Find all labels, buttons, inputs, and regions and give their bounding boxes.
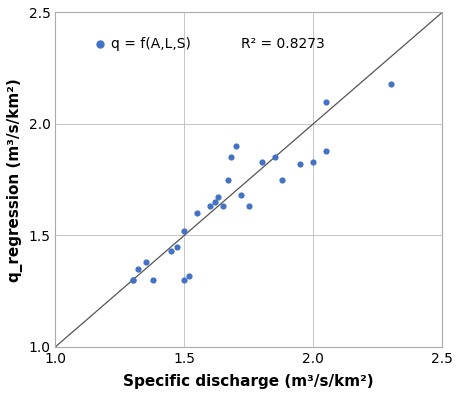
Point [211, 199, 218, 205]
Point [149, 277, 157, 283]
Point [386, 81, 393, 87]
Text: q = f(A,L,S): q = f(A,L,S) [111, 37, 191, 51]
Point [309, 159, 316, 165]
Point [237, 192, 244, 198]
Point [245, 203, 252, 209]
Point [206, 203, 213, 209]
Point [270, 154, 278, 160]
Point [322, 147, 329, 154]
Point [142, 259, 149, 265]
Point [278, 177, 285, 183]
Point [134, 266, 141, 272]
Point [219, 203, 226, 209]
Text: R² = 0.8273: R² = 0.8273 [241, 37, 324, 51]
Y-axis label: q_regression (m³/s/km²): q_regression (m³/s/km²) [7, 78, 23, 282]
Point [232, 143, 239, 149]
Point [227, 154, 234, 160]
Point [322, 99, 329, 105]
X-axis label: Specific discharge (m³/s/km²): Specific discharge (m³/s/km²) [123, 374, 373, 389]
Point [296, 161, 303, 167]
Point [257, 159, 265, 165]
Point [213, 194, 221, 201]
Point [180, 277, 188, 283]
Point [224, 177, 231, 183]
Point [129, 277, 136, 283]
Point [173, 244, 180, 250]
Point [129, 277, 136, 283]
Point [185, 272, 193, 279]
Point [193, 210, 201, 216]
Point [180, 228, 188, 234]
Point [168, 248, 175, 254]
